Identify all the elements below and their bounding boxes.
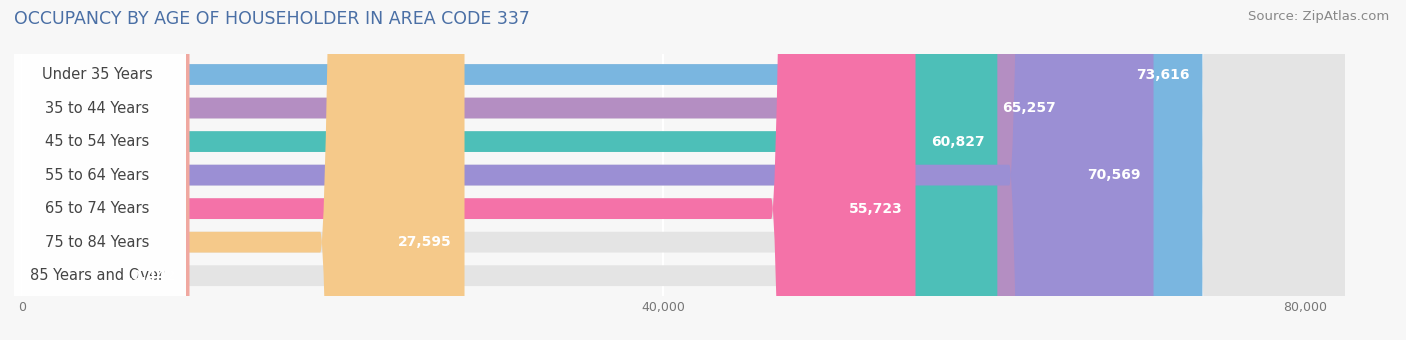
FancyBboxPatch shape (22, 0, 1344, 340)
Text: 85 Years and Over: 85 Years and Over (31, 268, 165, 283)
Text: Source: ZipAtlas.com: Source: ZipAtlas.com (1249, 10, 1389, 23)
FancyBboxPatch shape (22, 0, 1069, 340)
Text: 35 to 44 Years: 35 to 44 Years (45, 101, 149, 116)
FancyBboxPatch shape (10, 0, 186, 340)
Text: 55 to 64 Years: 55 to 64 Years (45, 168, 149, 183)
FancyBboxPatch shape (10, 0, 186, 340)
FancyBboxPatch shape (22, 0, 1344, 340)
Text: 70,569: 70,569 (1087, 168, 1140, 182)
FancyBboxPatch shape (22, 0, 1344, 340)
FancyBboxPatch shape (22, 0, 190, 340)
FancyBboxPatch shape (10, 0, 186, 340)
FancyBboxPatch shape (22, 0, 1344, 340)
Text: 45 to 54 Years: 45 to 54 Years (45, 134, 149, 149)
FancyBboxPatch shape (22, 0, 997, 340)
Text: 55,723: 55,723 (849, 202, 903, 216)
FancyBboxPatch shape (22, 0, 1202, 340)
Text: 75 to 84 Years: 75 to 84 Years (45, 235, 149, 250)
FancyBboxPatch shape (22, 0, 1344, 340)
Text: 65,257: 65,257 (1002, 101, 1056, 115)
FancyBboxPatch shape (22, 0, 1153, 340)
Text: Under 35 Years: Under 35 Years (42, 67, 153, 82)
FancyBboxPatch shape (22, 0, 1344, 340)
Text: OCCUPANCY BY AGE OF HOUSEHOLDER IN AREA CODE 337: OCCUPANCY BY AGE OF HOUSEHOLDER IN AREA … (14, 10, 530, 28)
Text: 73,616: 73,616 (1136, 68, 1189, 82)
Text: 60,827: 60,827 (931, 135, 984, 149)
Text: 27,595: 27,595 (398, 235, 451, 249)
FancyBboxPatch shape (22, 0, 464, 340)
FancyBboxPatch shape (10, 0, 186, 340)
Text: 10,442: 10,442 (122, 269, 177, 283)
FancyBboxPatch shape (22, 0, 915, 340)
FancyBboxPatch shape (10, 0, 186, 340)
FancyBboxPatch shape (22, 0, 1344, 340)
FancyBboxPatch shape (10, 0, 186, 340)
FancyBboxPatch shape (10, 0, 186, 340)
Text: 65 to 74 Years: 65 to 74 Years (45, 201, 149, 216)
